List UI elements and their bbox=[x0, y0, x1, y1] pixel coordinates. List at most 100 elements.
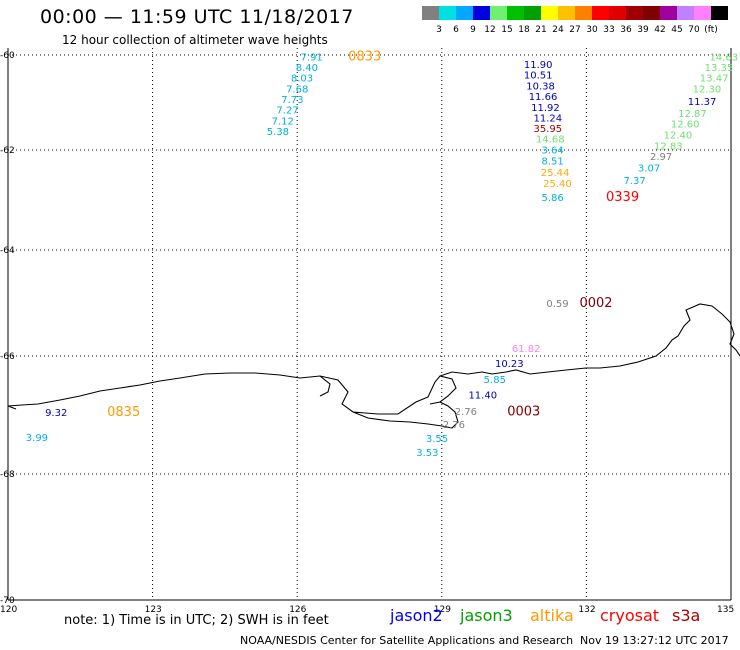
scale-swatch bbox=[592, 6, 609, 20]
observation-labels: 7.918.408.037.687.737.277.125.38 0833 11.9… bbox=[26, 49, 738, 459]
wave-height-label: 3.64 bbox=[542, 146, 564, 157]
pass-time-label: 0339 bbox=[606, 190, 639, 205]
pass-time-label: 0003 bbox=[507, 404, 540, 419]
wave-height-label: 3.99 bbox=[26, 433, 48, 444]
scale-label: 9 bbox=[470, 25, 476, 35]
wave-height-label: 2.76 bbox=[443, 420, 465, 431]
graticule bbox=[8, 48, 731, 600]
wave-height-label: 7.12 bbox=[272, 117, 294, 128]
scale-label: 18 bbox=[518, 25, 530, 35]
wave-height-label: 8.03 bbox=[291, 73, 313, 84]
wave-height-label: 11.24 bbox=[534, 114, 563, 125]
scale-swatch bbox=[575, 6, 592, 20]
wave-height-label: 11.90 bbox=[524, 60, 553, 71]
wave-height-label: 25.44 bbox=[541, 168, 570, 179]
scale-swatch bbox=[490, 6, 507, 20]
wave-height-label: 7.91 bbox=[301, 52, 323, 63]
scale-label: 6 bbox=[453, 25, 459, 35]
scale-label: (ft) bbox=[704, 25, 718, 35]
wave-height-label: 5.86 bbox=[542, 193, 564, 204]
wave-height-label: 12.83 bbox=[654, 141, 683, 152]
lat-tick-label: -62 bbox=[0, 146, 15, 156]
wave-height-label: 11.92 bbox=[531, 103, 560, 114]
satellite-legend-item: altika bbox=[530, 606, 574, 625]
wave-height-label: 8.51 bbox=[542, 157, 564, 168]
scale-label: 42 bbox=[654, 25, 666, 35]
wave-height-label: 7.73 bbox=[281, 95, 303, 106]
wave-height-label: 3.53 bbox=[416, 448, 438, 459]
wave-height-label: 0.59 bbox=[546, 299, 568, 310]
wave-height-label: 11.40 bbox=[468, 390, 497, 401]
scale-swatch bbox=[439, 6, 456, 20]
scale-label: 33 bbox=[603, 25, 615, 35]
pass-time-label: 0835 bbox=[107, 405, 140, 420]
lon-tick-label: 129 bbox=[434, 605, 451, 615]
wave-height-label: 7.27 bbox=[276, 106, 298, 117]
scale-label: 12 bbox=[484, 25, 496, 35]
wave-height-label: 2.97 bbox=[650, 152, 672, 163]
wave-height-label: 10.23 bbox=[495, 359, 524, 370]
scale-swatch bbox=[677, 6, 694, 20]
wave-height-label: 11.66 bbox=[529, 92, 558, 103]
scale-label: 27 bbox=[569, 25, 581, 35]
wave-height-label: 7.68 bbox=[286, 84, 308, 95]
scale-label: 15 bbox=[501, 25, 513, 35]
scale-swatch bbox=[609, 6, 626, 20]
wave-height-label: 10.51 bbox=[524, 70, 553, 81]
satellite-legend-item: jason2 bbox=[390, 606, 443, 625]
wave-height-label: 9.32 bbox=[45, 408, 67, 419]
scale-swatch bbox=[507, 6, 524, 20]
satellite-legend-item: jason3 bbox=[460, 606, 513, 625]
scale-swatch bbox=[711, 6, 728, 20]
wave-height-label: 8.40 bbox=[296, 63, 318, 74]
scale-swatch bbox=[643, 6, 660, 20]
wave-height-label: 3.07 bbox=[638, 164, 660, 175]
lon-tick-label: 132 bbox=[578, 605, 595, 615]
lon-tick-label: 135 bbox=[717, 605, 734, 615]
satellite-legend-item: cryosat bbox=[600, 606, 660, 625]
wave-height-label: 11.37 bbox=[688, 97, 717, 108]
credit-text: NOAA/NESDIS Center for Satellite Applica… bbox=[240, 634, 574, 647]
wave-height-label: 12.60 bbox=[671, 119, 700, 130]
scale-swatch bbox=[626, 6, 643, 20]
coastline bbox=[7, 303, 740, 429]
scale-label: 45 bbox=[671, 25, 683, 35]
scale-label: 3 bbox=[436, 25, 442, 35]
wave-height-label: 13.47 bbox=[700, 73, 729, 84]
scale-swatch bbox=[422, 6, 439, 20]
lon-tick-label: 123 bbox=[145, 605, 162, 615]
lat-tick-label: -68 bbox=[0, 470, 15, 480]
wave-height-label: 61.82 bbox=[512, 344, 541, 355]
lon-tick-label: 126 bbox=[289, 605, 306, 615]
frame bbox=[7, 48, 732, 601]
scale-swatch bbox=[694, 6, 711, 20]
scale-label: 24 bbox=[552, 25, 564, 35]
wave-height-label: 2.76 bbox=[455, 407, 477, 418]
lat-tick-label: -60 bbox=[0, 51, 15, 61]
wave-height-label: 5.85 bbox=[484, 375, 506, 386]
scale-label: 70 bbox=[688, 25, 700, 35]
wave-height-label: 35.95 bbox=[534, 124, 563, 135]
wave-height-label: 14.63 bbox=[709, 52, 738, 63]
scale-swatch bbox=[456, 6, 473, 20]
lat-tick-label: -66 bbox=[0, 352, 15, 362]
scale-label: 21 bbox=[535, 25, 547, 35]
wave-height-label: 3.55 bbox=[426, 434, 448, 445]
lon-tick-label: 120 bbox=[0, 605, 17, 615]
lat-tick-label: -70 bbox=[0, 596, 15, 606]
wave-height-label: 7.37 bbox=[623, 176, 645, 187]
scale-swatch bbox=[541, 6, 558, 20]
scale-swatch bbox=[524, 6, 541, 20]
scale-swatch bbox=[558, 6, 575, 20]
wave-height-label: 5.38 bbox=[267, 127, 289, 138]
wave-height-label: 13.35 bbox=[705, 63, 734, 74]
scale-swatch bbox=[473, 6, 490, 20]
satellite-legend-item: s3a bbox=[672, 606, 701, 625]
chart-title: 00:00 — 11:59 UTC 11/18/2017 bbox=[40, 6, 354, 28]
wave-height-label: 25.40 bbox=[543, 179, 572, 190]
wave-height-label: 12.30 bbox=[693, 84, 722, 95]
wave-height-label: 12.40 bbox=[664, 130, 693, 141]
scale-label: 39 bbox=[637, 25, 649, 35]
